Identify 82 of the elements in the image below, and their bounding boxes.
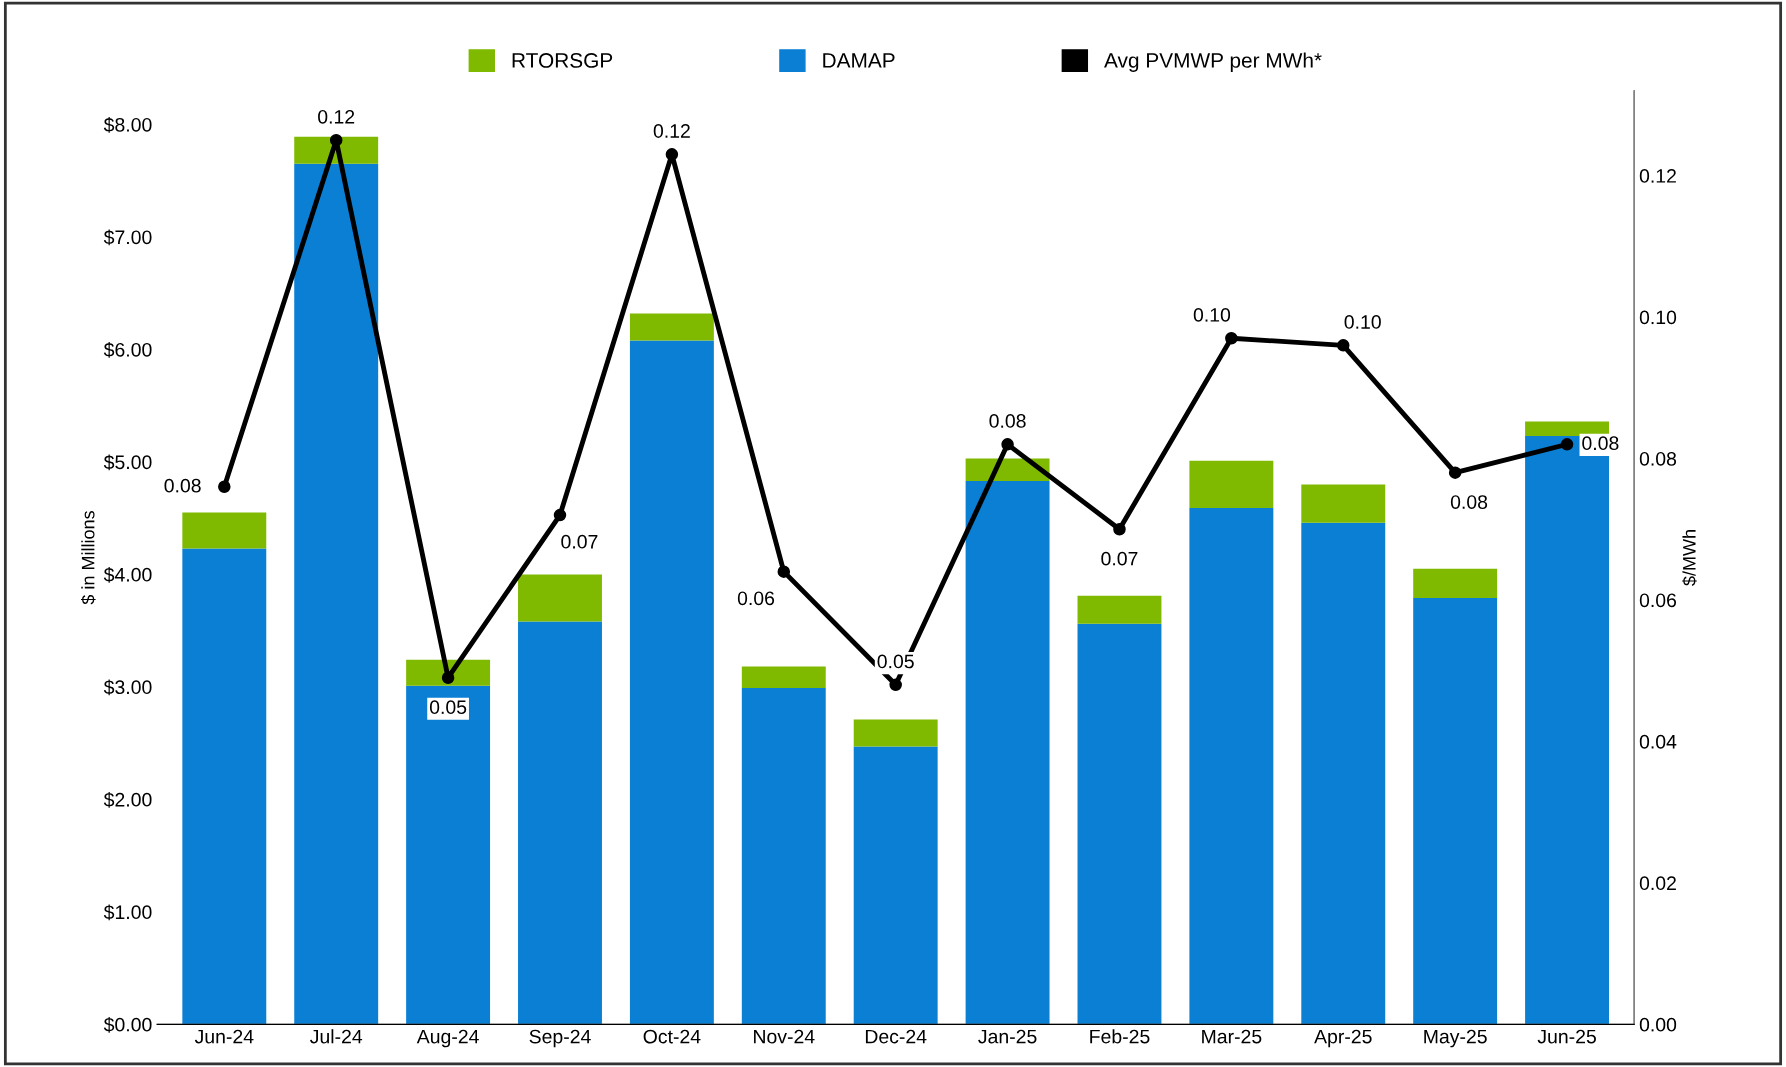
data-label: 0.07 <box>561 534 598 549</box>
y-tick-label: $2.00 <box>103 792 152 808</box>
point <box>665 148 679 161</box>
bar <box>853 719 938 747</box>
legend-label: DAMAP <box>823 53 895 68</box>
bar <box>518 574 602 622</box>
y2-tick-label: 0.06 <box>1639 593 1677 608</box>
bar <box>965 481 1050 1025</box>
point <box>329 133 343 147</box>
bar <box>629 313 714 341</box>
y-tick-label: $3.00 <box>103 679 152 696</box>
x-tick-label: May-25 <box>1424 1029 1487 1048</box>
y-tick-label: $7.00 <box>103 229 152 246</box>
point <box>1001 438 1014 451</box>
bar <box>1301 484 1386 523</box>
data-label: 0.07 <box>1101 551 1138 566</box>
bar <box>853 746 938 1025</box>
x-tick-label: Jun-24 <box>194 1029 254 1044</box>
point <box>218 480 231 494</box>
data-label: 0.10 <box>1193 308 1231 322</box>
bar <box>1413 568 1498 598</box>
bar <box>1413 598 1498 1025</box>
point <box>1337 339 1350 352</box>
x-tick-label: Oct-24 <box>643 1029 701 1044</box>
x-tick-label: Feb-25 <box>1090 1029 1150 1044</box>
bar <box>294 163 379 1025</box>
point <box>441 671 455 684</box>
bar <box>1077 623 1162 1025</box>
y-tick-label: $4.00 <box>103 567 152 583</box>
y-tick-label: $5.00 <box>103 454 152 471</box>
y2-axis-title: $/MWh <box>1682 530 1697 586</box>
x-tick-label: Jun-25 <box>1537 1029 1596 1044</box>
x-tick-label: Nov-24 <box>754 1029 815 1044</box>
x-tick-label: Apr-25 <box>1314 1029 1372 1048</box>
bar <box>182 512 267 549</box>
point <box>553 508 567 522</box>
y-tick-label: $0.00 <box>103 1016 152 1033</box>
data-label: 0.08 <box>164 478 201 493</box>
y2-tick-label: 0.10 <box>1639 310 1677 325</box>
point <box>1113 522 1126 536</box>
bar <box>741 666 826 688</box>
legend-label: Avg PVMWP per MWh* <box>1104 52 1322 72</box>
data-label: 0.08 <box>989 414 1026 428</box>
bar <box>741 687 826 1025</box>
data-label: 0.08 <box>1582 436 1619 451</box>
data-label: 0.06 <box>737 591 775 606</box>
y2-tick-label: 0.12 <box>1639 169 1676 183</box>
y-tick-label: $6.00 <box>103 342 152 358</box>
data-label: 0.05 <box>429 700 467 715</box>
bar <box>1077 595 1162 624</box>
point <box>777 565 791 578</box>
point <box>889 678 902 692</box>
x-tick-label: Jul-24 <box>310 1029 363 1044</box>
bar <box>406 685 491 1025</box>
data-label: 0.10 <box>1344 315 1381 329</box>
x-tick-label: Sep-24 <box>529 1029 591 1048</box>
x-tick-label: Jan-25 <box>978 1029 1037 1044</box>
bar <box>1189 460 1274 509</box>
bar <box>182 548 267 1025</box>
y2-tick-label: 0.08 <box>1639 451 1677 466</box>
y-axis-title: $ in Millions <box>80 511 96 605</box>
bar <box>1525 421 1610 437</box>
y-tick-label: $1.00 <box>103 904 152 921</box>
point <box>1448 466 1462 479</box>
y2-tick-label: 0.04 <box>1639 734 1677 749</box>
bar <box>1189 508 1274 1025</box>
data-label: 0.05 <box>877 654 914 669</box>
data-label: 0.12 <box>653 124 690 138</box>
bar <box>518 621 602 1025</box>
point <box>1560 438 1574 451</box>
y2-tick-label: 0.02 <box>1639 876 1676 891</box>
bar <box>1301 522 1386 1025</box>
point <box>1225 331 1238 345</box>
bar <box>629 340 714 1025</box>
y-tick-label: $8.00 <box>103 117 152 133</box>
x-tick-label: Mar-25 <box>1202 1029 1262 1044</box>
y2-tick-label: 0.00 <box>1639 1017 1677 1032</box>
x-tick-label: Dec-24 <box>865 1029 927 1044</box>
data-label: 0.12 <box>318 109 355 124</box>
data-label: 0.08 <box>1450 495 1488 509</box>
legend-label: RTORSGP <box>512 53 613 68</box>
x-tick-label: Aug-24 <box>416 1029 479 1048</box>
